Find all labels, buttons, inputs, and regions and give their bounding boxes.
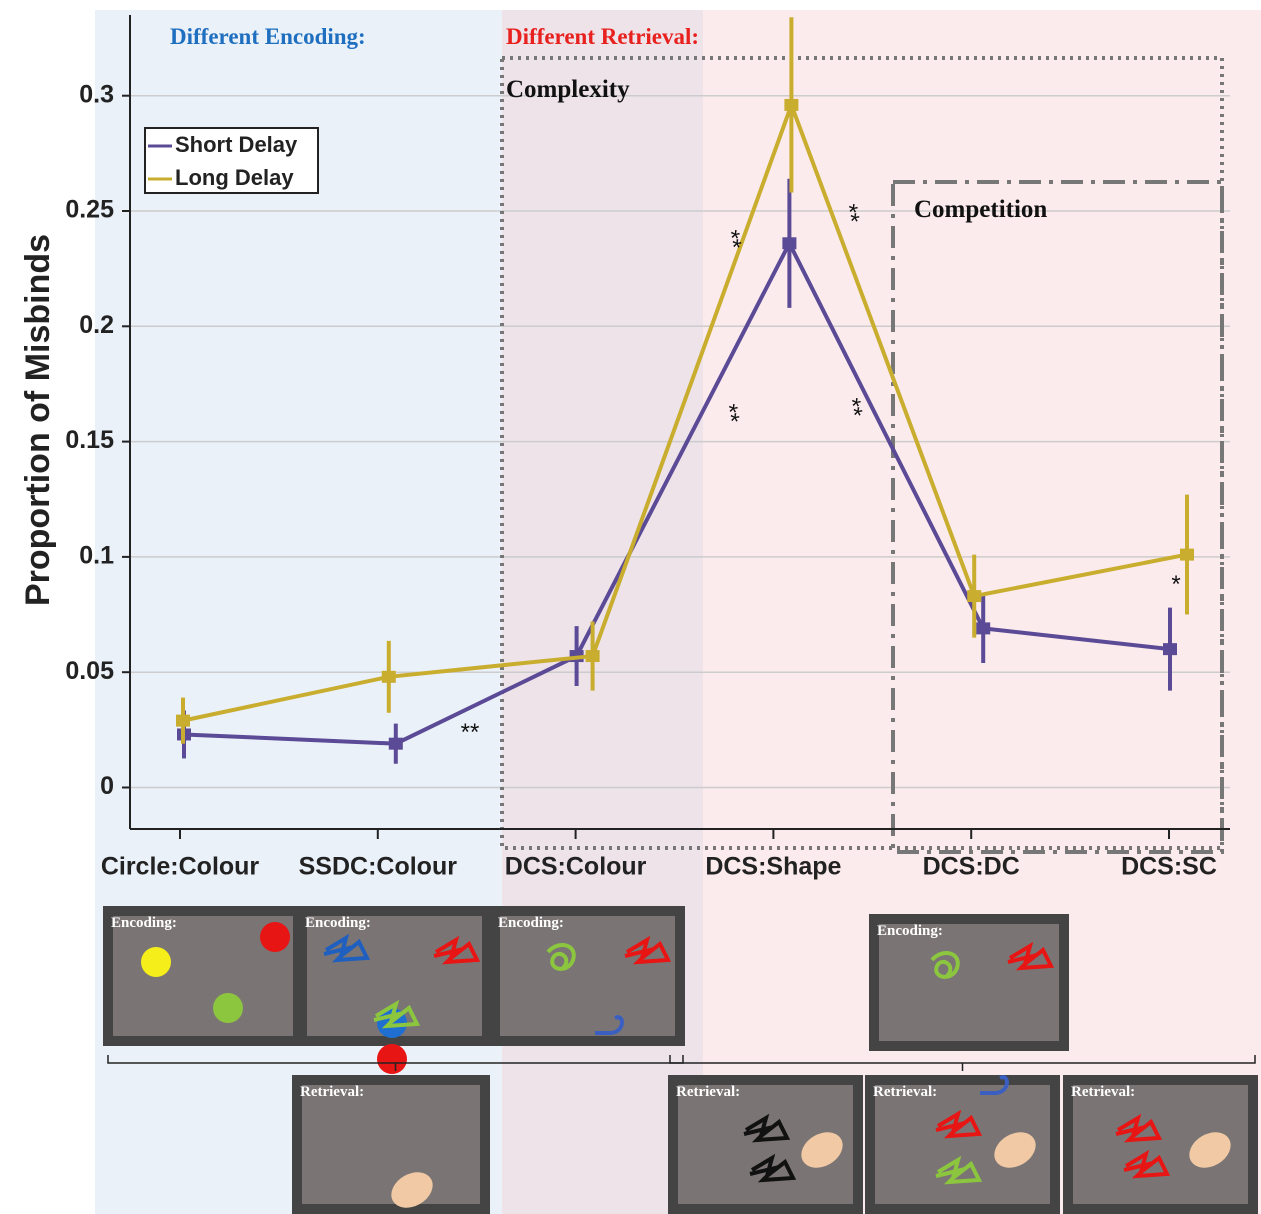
y-tick-label: 0.3 bbox=[79, 80, 114, 108]
point bbox=[784, 99, 798, 111]
panel-label: Encoding: bbox=[877, 923, 943, 939]
y-tick-label: 0.1 bbox=[79, 542, 114, 570]
x-tick-label: SSDC:Colour bbox=[299, 853, 458, 881]
y-tick-label: 0.25 bbox=[65, 196, 114, 224]
y-tick-label: 0 bbox=[100, 772, 114, 800]
point bbox=[782, 237, 796, 249]
point bbox=[382, 671, 396, 683]
annotation: Different Encoding: bbox=[170, 24, 366, 49]
y-axis-label: Proportion of Misbinds bbox=[19, 234, 57, 606]
x-tick-label: DCS:Shape bbox=[705, 853, 841, 881]
legend-label: Short Delay bbox=[175, 132, 298, 157]
x-tick-label: DCS:DC bbox=[923, 853, 1020, 881]
y-tick-label: 0.15 bbox=[65, 426, 114, 454]
y-tick-label: 0.2 bbox=[79, 311, 114, 339]
annotation: Different Retrieval: bbox=[506, 24, 699, 49]
annotation: Complexity bbox=[506, 76, 630, 103]
panel-label: Retrieval: bbox=[873, 1084, 937, 1100]
x-tick-label: Circle:Colour bbox=[101, 853, 260, 881]
x-tick-label: DCS:SC bbox=[1121, 853, 1217, 881]
panel-label: Encoding: bbox=[305, 915, 371, 931]
y-tick-label: 0.05 bbox=[65, 657, 114, 685]
legend-label: Long Delay bbox=[175, 165, 294, 190]
significance: ** bbox=[461, 719, 480, 746]
panel-label: Retrieval: bbox=[1071, 1084, 1135, 1100]
panel-label: Encoding: bbox=[498, 915, 564, 931]
figure: 0 0.05 0.1 0.15 0.2 0.25 0.3 Circle:Colour SSDC:… bbox=[0, 0, 1261, 1214]
point bbox=[176, 715, 190, 727]
stimulus-screen bbox=[500, 916, 675, 1036]
stimulus-screen bbox=[879, 924, 1059, 1041]
point bbox=[389, 738, 403, 750]
point bbox=[976, 622, 990, 634]
panel-label: Retrieval: bbox=[300, 1084, 364, 1100]
stimulus-shape bbox=[213, 993, 243, 1023]
stimulus-shape bbox=[141, 947, 171, 977]
point bbox=[586, 650, 600, 662]
panel-label: Retrieval: bbox=[676, 1084, 740, 1100]
point bbox=[967, 590, 981, 602]
stimulus-screen bbox=[302, 1085, 480, 1204]
significance: * bbox=[1171, 571, 1180, 598]
x-tick-label: DCS:Colour bbox=[505, 853, 647, 881]
stimulus-shape bbox=[377, 1044, 407, 1074]
point bbox=[1180, 549, 1194, 561]
annotation: Competition bbox=[914, 196, 1047, 223]
panel-label: Encoding: bbox=[111, 915, 177, 931]
point bbox=[1163, 643, 1177, 655]
stimulus-shape bbox=[260, 922, 290, 952]
